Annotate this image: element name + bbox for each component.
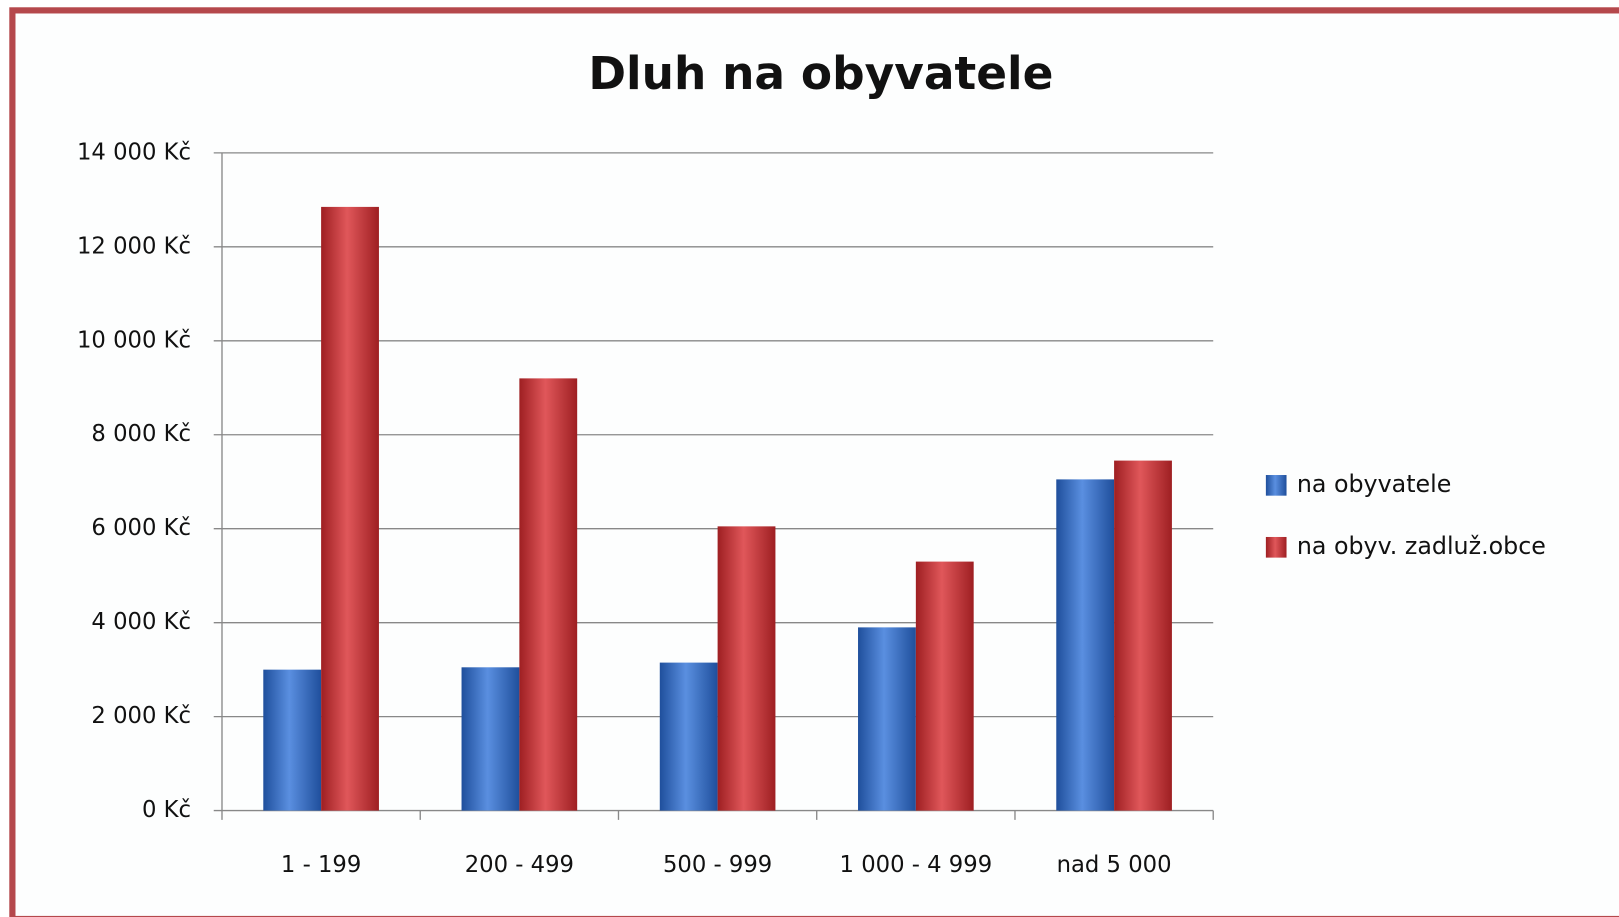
bar: [519, 378, 578, 811]
legend-label: na obyvatele: [1297, 470, 1451, 498]
chart-title: Dluh na obyvatele: [588, 47, 1053, 100]
x-tick-label: 1 000 - 4 999: [840, 852, 993, 878]
y-tick-label: 14 000 Kč: [77, 139, 191, 165]
legend-swatch: [1265, 536, 1287, 558]
bar: [717, 526, 776, 811]
bar: [659, 662, 718, 811]
bar: [263, 669, 322, 811]
bar: [321, 206, 379, 811]
y-tick-label: 0 Kč: [142, 797, 191, 823]
y-tick-label: 8 000 Kč: [91, 421, 191, 447]
frame: [9, 7, 1619, 917]
y-tick-label: 4 000 Kč: [91, 609, 191, 635]
y-tick-label: 12 000 Kč: [77, 233, 191, 259]
bar: [461, 667, 520, 811]
legend-label: na obyv. zadluž.obce: [1297, 532, 1546, 560]
legend-swatch: [1265, 475, 1287, 496]
y-tick-label: 2 000 Kč: [91, 703, 191, 729]
x-tick-label: 200 - 499: [465, 852, 574, 878]
x-tick-label: 500 - 999: [663, 852, 772, 878]
bar: [1056, 479, 1115, 811]
bar: [1114, 460, 1172, 811]
bar: [915, 561, 974, 811]
x-tick-label: 1 - 199: [281, 852, 361, 878]
y-tick-label: 10 000 Kč: [77, 327, 191, 353]
y-tick-label: 6 000 Kč: [91, 515, 191, 541]
bar: [858, 627, 916, 811]
x-tick-label: nad 5 000: [1057, 852, 1172, 878]
